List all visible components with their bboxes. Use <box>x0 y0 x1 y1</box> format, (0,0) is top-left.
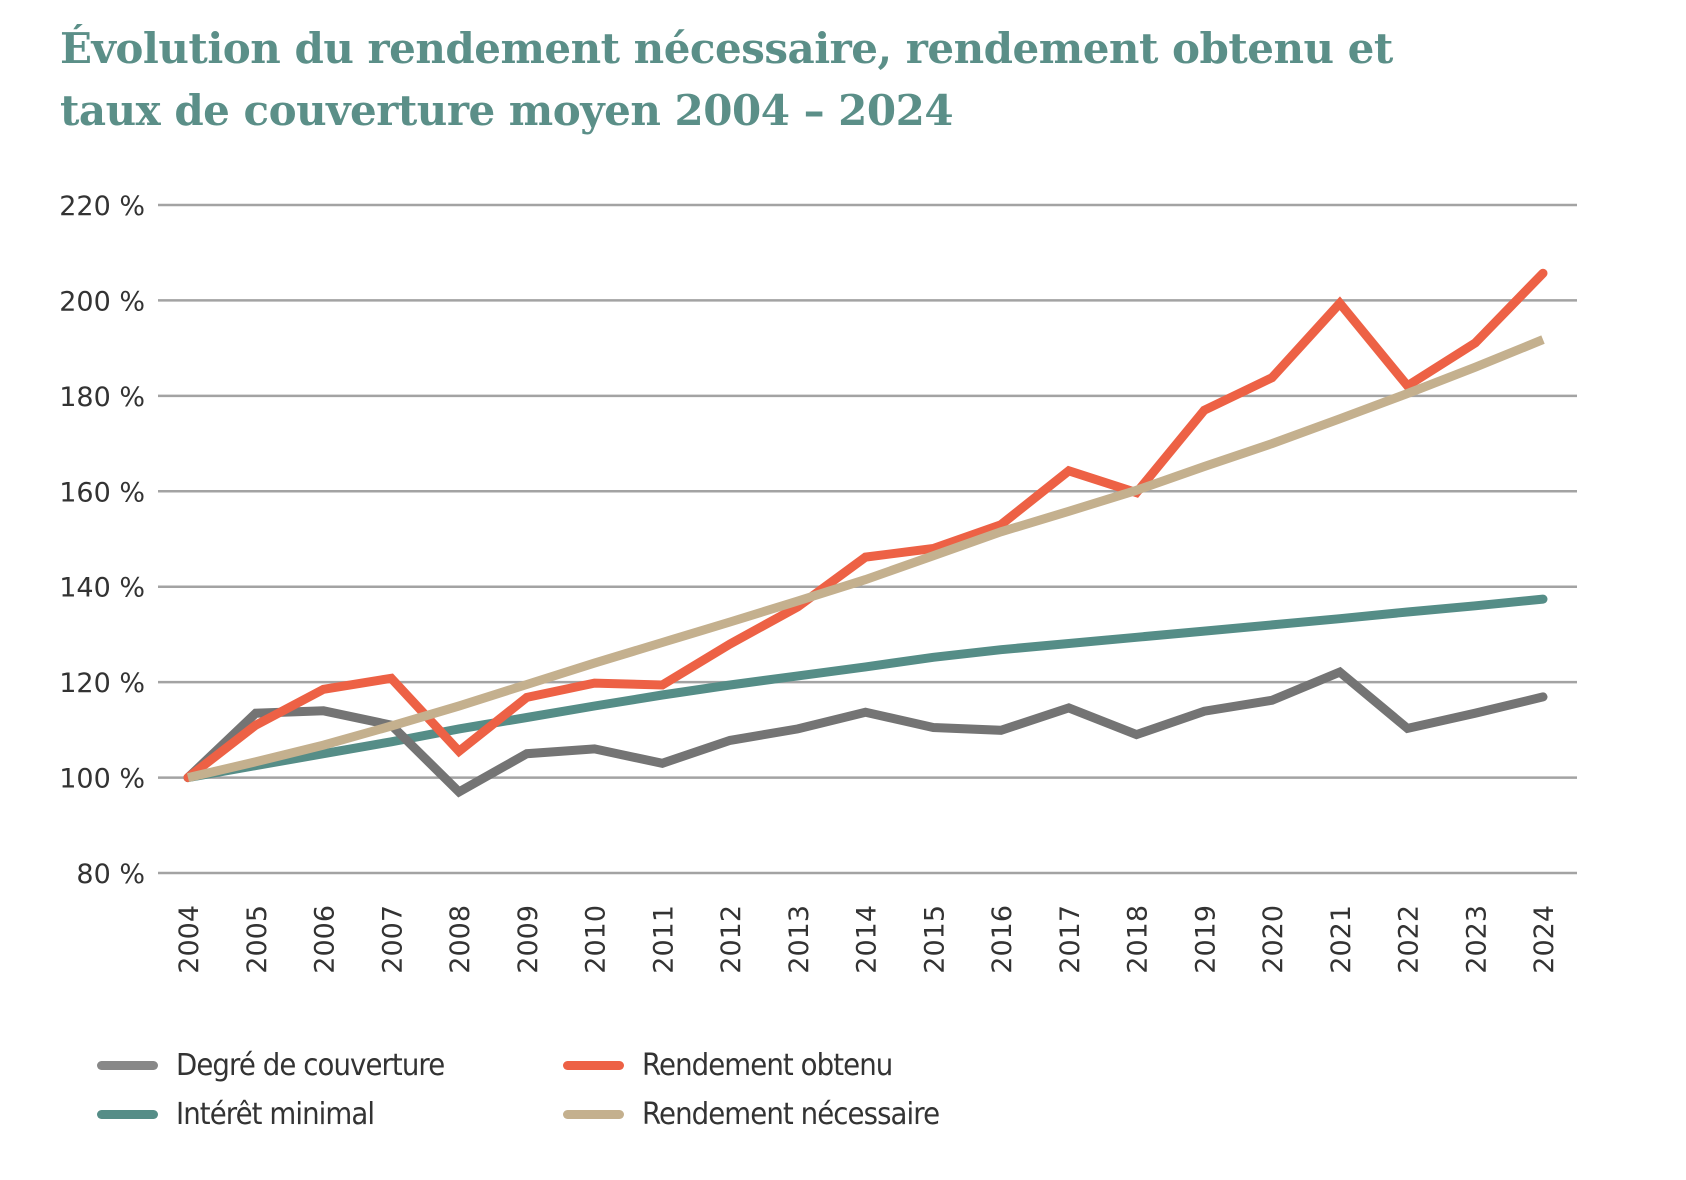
series-line-rendement-necessaire <box>186 335 1545 782</box>
legend-item-rendement-necessaire[interactable]: Rendement nécessaire <box>563 1094 965 1134</box>
x-tick-label: 2005 <box>242 905 273 974</box>
x-tick-label: 2018 <box>1123 905 1154 974</box>
series-line-degre-de-couverture <box>183 666 1548 798</box>
y-tick-label: 80 % <box>76 859 145 890</box>
x-tick-label: 2022 <box>1394 905 1425 974</box>
legend-label: Rendement obtenu <box>642 1047 893 1083</box>
x-tick-label: 2011 <box>648 905 679 974</box>
gridlines <box>158 203 1577 875</box>
x-tick-label: 2024 <box>1529 905 1560 974</box>
x-tick-label: 2009 <box>513 905 544 974</box>
x-tick-label: 2010 <box>581 905 612 974</box>
legend-label: Rendement nécessaire <box>642 1096 940 1132</box>
legend-swatch-degre-de-couverture <box>97 1060 158 1070</box>
chart-title: Évolution du rendement nécessaire, rende… <box>60 18 1560 142</box>
y-tick-label: 160 % <box>59 477 145 508</box>
y-tick-label: 220 % <box>59 191 145 222</box>
legend-swatch-interet-minimal <box>97 1109 158 1119</box>
x-tick-label: 2023 <box>1461 905 1492 974</box>
legend-item-interet-minimal[interactable]: Intérêt minimal <box>97 1094 391 1134</box>
legend-item-degre-de-couverture[interactable]: Degré de couverture <box>97 1045 468 1085</box>
x-tick-label: 2016 <box>987 905 1018 974</box>
legend-label: Degré de couverture <box>176 1047 445 1083</box>
x-tick-label: 2006 <box>310 905 341 974</box>
x-tick-label: 2008 <box>445 905 476 974</box>
legend-swatch-rendement-obtenu <box>563 1060 624 1070</box>
x-tick-label: 2017 <box>1055 905 1086 974</box>
y-tick-label: 120 % <box>59 668 145 699</box>
legend-label: Intérêt minimal <box>176 1096 375 1132</box>
y-axis-tick-labels: 80 % 100 % 120 % 140 % 160 % 180 % 200 % 220 % <box>59 191 145 890</box>
line-chart: 80 %100 %120 %140 %160 %180 %200 %220 % … <box>59 191 1577 974</box>
chart-title-line-1: Évolution du rendement nécessaire, rende… <box>60 24 1393 73</box>
x-tick-label: 2015 <box>919 905 950 974</box>
x-tick-label: 2012 <box>716 905 747 974</box>
y-tick-label: 180 % <box>59 382 145 413</box>
x-tick-label: 2013 <box>784 905 815 974</box>
y-tick-label: 100 % <box>59 764 145 795</box>
series-line-rendement-obtenu <box>183 268 1548 783</box>
legend-swatch-rendement-necessaire <box>563 1109 624 1119</box>
x-tick-label: 2014 <box>852 905 883 974</box>
series-line-interet-minimal <box>183 594 1548 783</box>
y-tick-label: 140 % <box>59 573 145 604</box>
x-tick-label: 2021 <box>1326 905 1357 974</box>
x-tick-label: 2007 <box>377 905 408 974</box>
x-axis-tick-labels: 2004 2005 2006 2007 2008 2009 2010 2011 2012 2013… <box>174 905 1560 974</box>
x-tick-label: 2020 <box>1258 905 1289 974</box>
series-lines <box>183 268 1548 798</box>
x-tick-label: 2019 <box>1190 905 1221 974</box>
legend-item-rendement-obtenu[interactable]: Rendement obtenu <box>563 1045 914 1085</box>
chart-title-line-2: taux de couverture moyen 2004 – 2024 <box>60 86 954 135</box>
y-tick-label: 200 % <box>59 286 145 317</box>
x-tick-label: 2004 <box>174 905 205 974</box>
